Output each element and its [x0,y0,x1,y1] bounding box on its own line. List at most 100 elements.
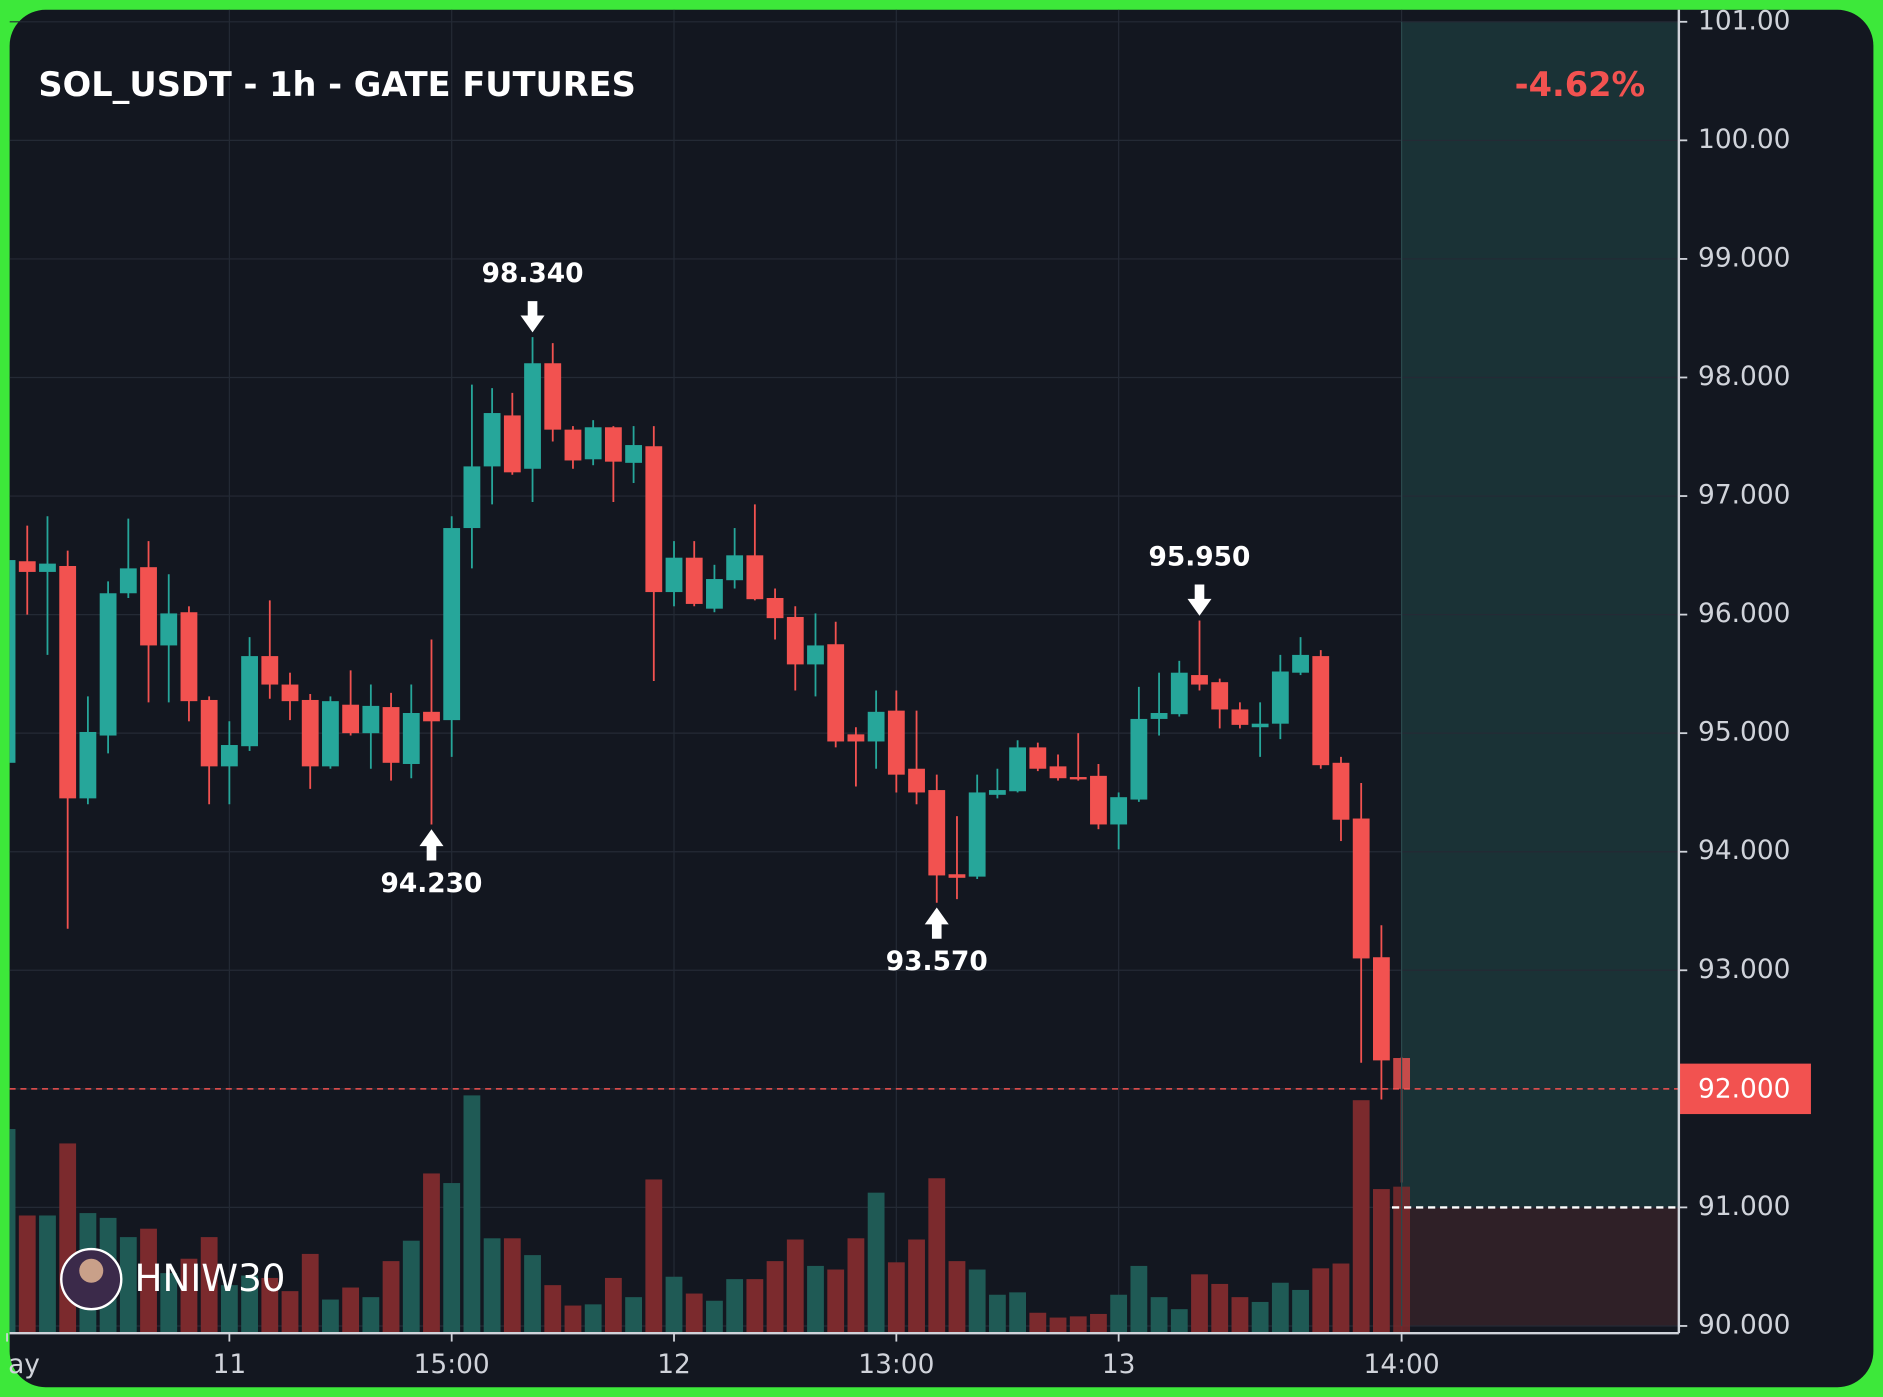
volume-bar [1211,1283,1229,1334]
candle-body [1352,818,1370,959]
volume-bar [766,1261,784,1334]
candle-body [443,528,461,721]
candle-body [503,415,521,473]
volume-bar [604,1277,622,1334]
candle [119,518,137,599]
candle-body [1069,777,1087,780]
volume-bar [463,1095,481,1334]
candle [241,637,258,751]
volume-bar [1009,1292,1027,1334]
candle [39,516,56,655]
candle-body [1211,682,1229,710]
volume-bar [1170,1309,1188,1334]
candle-body [685,557,703,604]
candle [1312,650,1330,769]
candle [928,774,946,903]
candle [1271,654,1289,740]
candle-body [18,561,36,572]
candle-body [362,705,380,734]
volume-bar [382,1261,400,1334]
candle-body [807,645,824,665]
candle [1251,702,1269,757]
candle [1292,637,1309,676]
volume-bar [1231,1297,1249,1334]
candle-body [726,555,744,581]
volume-bar [483,1238,501,1334]
candle-body [604,427,622,462]
candle-body [180,612,198,702]
candle-body [827,644,845,742]
candle [867,690,885,769]
candle [322,696,339,769]
candle [1029,742,1047,772]
candle-body [665,557,683,593]
plot-area [9,9,1679,1334]
candle-body [1231,709,1249,725]
volume-bar [443,1183,461,1334]
volume-bar [827,1269,845,1334]
volume-bar [1110,1294,1128,1334]
candle-body [119,568,137,594]
candle-body [1292,654,1309,673]
annotation-label: 95.950 [1149,542,1251,573]
candle-body [140,567,157,646]
candle-body [847,734,865,742]
x-tick-label: 13 [1102,1349,1136,1380]
candle-body [908,768,925,793]
volume-bar [1150,1297,1168,1334]
candle [706,564,723,613]
watermark: HNIW30 [135,1256,286,1300]
candle-body [544,363,562,430]
candle [140,541,157,703]
last-price-tag [1678,1063,1811,1115]
candle-body [1110,797,1128,825]
volume-bar [807,1265,824,1334]
candle [665,541,683,607]
volume-bar [1312,1268,1330,1334]
candle [362,684,380,769]
annotation-label: 98.340 [482,258,584,289]
volume-bar [18,1215,36,1334]
candle [18,525,36,615]
annotation-label: 94.230 [381,868,483,899]
candle-body [463,466,481,529]
candle-body [564,429,582,461]
candle [847,727,865,787]
candle-body [241,656,258,747]
candle-body [99,593,117,736]
candle [544,343,562,442]
candle [685,541,703,607]
volume-bar [301,1253,319,1334]
candle [1130,686,1148,802]
candle [786,606,804,691]
volume-bar [119,1237,137,1334]
candle [1332,756,1350,842]
volume-bar [665,1276,683,1334]
volume-bar [786,1239,804,1334]
candle-body [483,413,501,467]
candle-body [867,711,885,742]
y-tick-label: 96.000 [1698,598,1790,629]
volume-bar [645,1179,663,1334]
candle-body [1332,762,1350,820]
volume-bar [220,1285,238,1334]
volume-bar [706,1300,723,1334]
candle [584,420,602,466]
volume-bar [322,1299,339,1334]
y-tick-label: 99.000 [1698,242,1790,273]
volume-bar [281,1291,299,1334]
volume-bar [503,1238,521,1334]
overlay: 90.000 91.000 92.000 93.000 94.000 95.000 96.0… [6,5,1811,1380]
candle [261,600,279,699]
watermark-avatar-face [79,1258,104,1283]
volume-bar [564,1305,582,1334]
candle [200,696,218,805]
candle [9,560,16,763]
candle-body [1029,747,1047,769]
candle-body [766,598,784,619]
candle [99,581,117,754]
candle [1170,660,1188,717]
candle [59,550,77,929]
